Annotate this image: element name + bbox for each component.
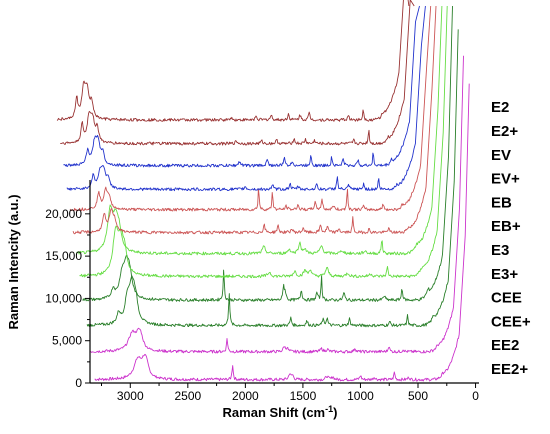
series-label-eb: EB (491, 194, 512, 211)
trace-eb-plus (72, 5, 437, 235)
y-ticks: 0 5,000 10,000 15,000 20,000 (45, 207, 90, 390)
series-label-e2-plus: E2+ (491, 123, 518, 140)
trace-e3 (75, 5, 443, 256)
x-tick-label: 1000 (347, 389, 374, 403)
y-tick-label: 20,000 (45, 207, 82, 221)
series-label-e3-plus: E3+ (491, 266, 518, 283)
series-label-e2: E2 (491, 99, 509, 116)
trace-ee2-plus (94, 83, 470, 382)
series-label-cee-plus: CEE+ (491, 313, 531, 330)
spectra-traces (56, 0, 470, 382)
trace-eb (69, 5, 432, 212)
x-axis-title-end: ) (333, 405, 337, 420)
trace-ev (63, 5, 420, 168)
trace-ev-plus (66, 5, 426, 192)
y-tick-label: 10,000 (45, 291, 82, 305)
series-label-ee2-plus: EE2+ (491, 361, 528, 378)
series-label-ev-plus: EV+ (491, 171, 520, 188)
x-tick-label: 0 (472, 389, 479, 403)
series-label-eb-plus: EB+ (491, 218, 521, 235)
series-label-e3: E3 (491, 242, 509, 259)
x-tick-label: 1500 (290, 389, 317, 403)
trace-cee (82, 5, 453, 302)
x-tick-label: 2000 (232, 389, 259, 403)
x-axis-title: Raman Shift (cm-1) (223, 404, 338, 420)
y-tick-label: 0 (75, 376, 82, 390)
trace-e2-plus (60, 0, 415, 146)
y-tick-label: 5,000 (52, 334, 82, 348)
x-tick-label: 3000 (117, 389, 144, 403)
series-label-ee2: EE2 (491, 337, 519, 354)
x-tick-label: 500 (408, 389, 428, 403)
trace-e2 (56, 0, 410, 122)
x-axis-title-sup: -1 (325, 404, 333, 414)
series-label-ev: EV (491, 147, 511, 164)
y-tick-label: 15,000 (45, 249, 82, 263)
trace-e3-plus (79, 5, 448, 279)
y-axis-title: Raman Intencity (a.u.) (6, 194, 21, 329)
series-label-cee: CEE (491, 290, 522, 307)
trace-cee-plus (86, 29, 459, 328)
trace-ee2 (90, 55, 464, 354)
x-ticks: 3000 2500 2000 1500 1000 500 0 (101, 383, 479, 403)
x-tick-label: 2500 (174, 389, 201, 403)
series-labels: EE2+ EE2 CEE+ CEE E3+ E3 EB+ EB EV+ EV E2+ E2 (491, 99, 531, 378)
